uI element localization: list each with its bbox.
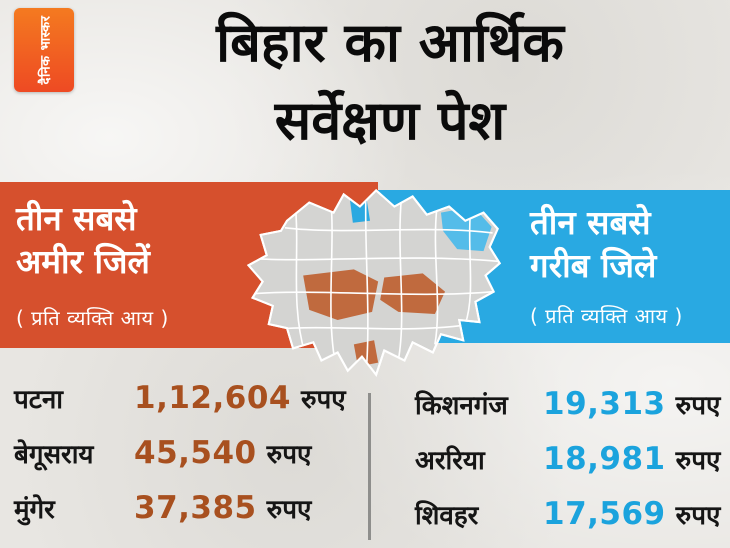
logo-text: दैनिक भास्कर [35, 16, 53, 85]
district-unit: रुपए [266, 495, 312, 525]
logo-word-2: भास्कर [38, 15, 54, 51]
rich-banner-heading-line-2: अमीर जिलें [16, 241, 150, 281]
district-value: 45,540 [134, 435, 257, 471]
rich-banner-subtitle: ( प्रति व्यक्ति आय ) [16, 305, 169, 330]
district-value: 19,313 [543, 386, 666, 422]
district-value: 17,569 [543, 496, 666, 532]
district-name: मुंगेर [14, 495, 55, 525]
district-value: 18,981 [543, 441, 666, 477]
list-item: अररिया 18,981 रुपए [415, 441, 720, 496]
poor-banner-subtitle: ( प्रति व्यक्ति आय ) [530, 303, 683, 328]
district-value: 37,385 [134, 490, 257, 526]
poor-banner-heading-line-2: गरीब जिले [530, 245, 657, 285]
poor-districts-list: किशनगंज 19,313 रुपए अररिया 18,981 रुपए श… [415, 386, 720, 548]
district-unit: रुपए [675, 446, 721, 476]
vertical-divider [368, 393, 371, 540]
rich-banner-heading: तीन सबसे अमीर जिलें [16, 198, 378, 284]
district-value: 1,12,604 [134, 380, 291, 416]
district-unit: रुपए [675, 391, 721, 421]
district-name: अररिया [415, 446, 485, 476]
district-name: शिवहर [415, 501, 479, 531]
page-title: बिहार का आर्थिक सर्वेक्षण पेश [50, 4, 730, 161]
district-name: बेगूसराय [14, 440, 94, 470]
list-item: बेगूसराय 45,540 रुपए [14, 435, 346, 490]
bihar-map-svg [246, 188, 502, 377]
list-item: शिवहर 17,569 रुपए [415, 496, 720, 548]
list-item: किशनगंज 19,313 रुपए [415, 386, 720, 441]
district-name: किशनगंज [415, 391, 508, 421]
rich-banner-heading-line-1: तीन सबसे [16, 199, 137, 238]
poor-banner-heading-line-1: तीन सबसे [530, 203, 651, 242]
poor-banner-heading: तीन सबसे गरीब जिले [530, 202, 730, 288]
list-item: पटना 1,12,604 रुपए [14, 380, 346, 435]
map-rich-district-1 [303, 269, 379, 321]
district-borders [249, 192, 498, 375]
title-line-1: बिहार का आर्थिक [216, 11, 564, 74]
logo-word-1: दैनिक [38, 55, 54, 85]
title-line-2: सर्वेक्षण पेश [274, 89, 506, 153]
map-poor-district-2 [440, 206, 492, 252]
district-unit: रुपए [266, 440, 312, 470]
dainik-bhaskar-logo: दैनिक भास्कर [14, 8, 74, 92]
bihar-district-map [223, 162, 509, 395]
list-item: मुंगेर 37,385 रुपए [14, 490, 346, 545]
map-outline-stroke [246, 188, 502, 377]
rich-districts-list: पटना 1,12,604 रुपए बेगूसराय 45,540 रुपए … [14, 380, 346, 545]
district-unit: रुपए [300, 385, 346, 415]
district-unit: रुपए [675, 501, 721, 531]
district-name: पटना [14, 385, 64, 415]
